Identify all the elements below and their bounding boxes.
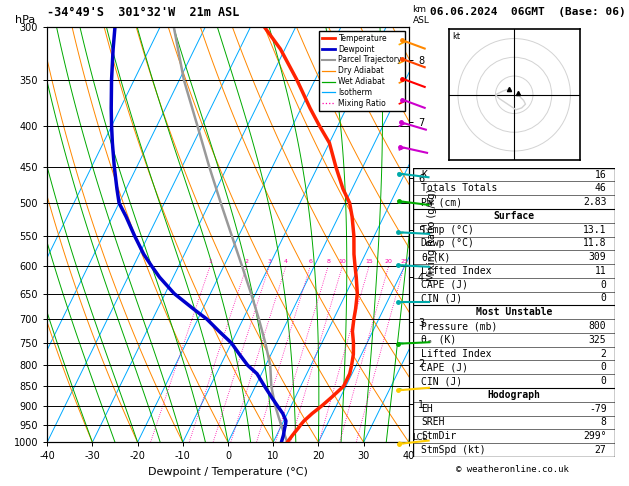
Text: 16: 16 [595, 170, 606, 179]
Text: 6: 6 [308, 259, 312, 264]
Text: Dewp (°C): Dewp (°C) [421, 239, 474, 248]
Text: 309: 309 [589, 252, 606, 262]
Text: 2: 2 [245, 259, 248, 264]
Text: PW (cm): PW (cm) [421, 197, 462, 207]
Text: EH: EH [421, 404, 433, 414]
Text: θₑ(K): θₑ(K) [421, 252, 451, 262]
Text: km
ASL: km ASL [413, 5, 430, 25]
Text: 800: 800 [589, 321, 606, 331]
Text: Temp (°C): Temp (°C) [421, 225, 474, 235]
Text: © weatheronline.co.uk: © weatheronline.co.uk [456, 465, 569, 474]
Text: hPa: hPa [14, 15, 35, 25]
Text: -79: -79 [589, 404, 606, 414]
Text: 1: 1 [208, 259, 212, 264]
Text: 0: 0 [601, 280, 606, 290]
Text: 11: 11 [595, 266, 606, 276]
Text: 15: 15 [365, 259, 373, 264]
Text: -34°49'S  301°32'W  21m ASL: -34°49'S 301°32'W 21m ASL [47, 6, 240, 18]
Text: 2: 2 [601, 348, 606, 359]
Text: 46: 46 [595, 183, 606, 193]
Text: 8: 8 [601, 417, 606, 427]
Text: 4: 4 [284, 259, 288, 264]
Text: 0: 0 [601, 294, 606, 303]
Text: Totals Totals: Totals Totals [421, 183, 498, 193]
Text: Pressure (mb): Pressure (mb) [421, 321, 498, 331]
Text: 11.8: 11.8 [583, 239, 606, 248]
Text: 299°: 299° [583, 431, 606, 441]
Text: 20: 20 [385, 259, 392, 264]
Text: 27: 27 [595, 445, 606, 455]
Text: kt: kt [452, 32, 460, 40]
Legend: Temperature, Dewpoint, Parcel Trajectory, Dry Adiabat, Wet Adiabat, Isotherm, Mi: Temperature, Dewpoint, Parcel Trajectory… [319, 31, 405, 111]
Text: 13.1: 13.1 [583, 225, 606, 235]
X-axis label: Dewpoint / Temperature (°C): Dewpoint / Temperature (°C) [148, 467, 308, 477]
Text: CIN (J): CIN (J) [421, 294, 462, 303]
Text: Hodograph: Hodograph [487, 390, 540, 400]
Text: SREH: SREH [421, 417, 445, 427]
Text: 8: 8 [326, 259, 330, 264]
Text: Surface: Surface [493, 211, 535, 221]
Text: 3: 3 [267, 259, 271, 264]
Y-axis label: Mixing Ratio (g/kg): Mixing Ratio (g/kg) [427, 189, 437, 280]
Text: Lifted Index: Lifted Index [421, 266, 492, 276]
Text: 25: 25 [400, 259, 408, 264]
Text: CAPE (J): CAPE (J) [421, 363, 469, 372]
Text: 06.06.2024  06GMT  (Base: 06): 06.06.2024 06GMT (Base: 06) [430, 7, 626, 17]
Text: StmSpd (kt): StmSpd (kt) [421, 445, 486, 455]
Text: K: K [421, 170, 427, 179]
Text: 0: 0 [601, 376, 606, 386]
Text: 0: 0 [601, 363, 606, 372]
Text: CAPE (J): CAPE (J) [421, 280, 469, 290]
Text: LCL: LCL [413, 433, 428, 442]
Text: Most Unstable: Most Unstable [476, 307, 552, 317]
Text: 325: 325 [589, 335, 606, 345]
Text: 2.83: 2.83 [583, 197, 606, 207]
Text: StmDir: StmDir [421, 431, 457, 441]
Text: θₑ (K): θₑ (K) [421, 335, 457, 345]
Text: CIN (J): CIN (J) [421, 376, 462, 386]
Text: 10: 10 [338, 259, 347, 264]
Text: Lifted Index: Lifted Index [421, 348, 492, 359]
